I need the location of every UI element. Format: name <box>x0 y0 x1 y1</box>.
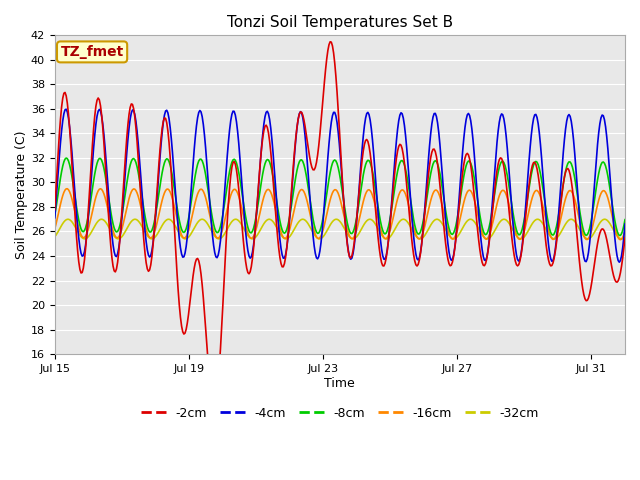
Title: Tonzi Soil Temperatures Set B: Tonzi Soil Temperatures Set B <box>227 15 453 30</box>
Text: TZ_fmet: TZ_fmet <box>60 45 124 59</box>
Y-axis label: Soil Temperature (C): Soil Temperature (C) <box>15 131 28 259</box>
Legend: -2cm, -4cm, -8cm, -16cm, -32cm: -2cm, -4cm, -8cm, -16cm, -32cm <box>136 402 544 425</box>
X-axis label: Time: Time <box>324 377 355 390</box>
